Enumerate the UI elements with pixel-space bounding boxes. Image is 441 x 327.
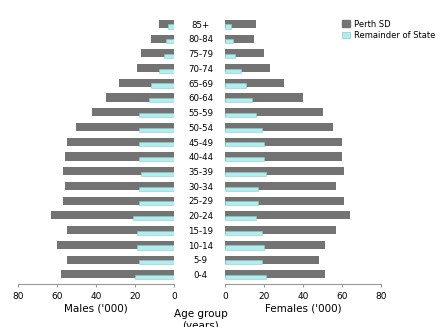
Text: 70-74: 70-74 bbox=[188, 65, 213, 74]
Bar bbox=[225, 255, 319, 264]
Text: 45-49: 45-49 bbox=[188, 139, 213, 147]
Bar bbox=[137, 246, 174, 250]
Bar bbox=[225, 270, 325, 278]
Bar bbox=[225, 69, 241, 73]
Bar bbox=[67, 255, 174, 264]
Bar bbox=[225, 94, 303, 102]
Text: 15-19: 15-19 bbox=[188, 227, 213, 236]
Bar bbox=[159, 20, 174, 28]
Bar bbox=[225, 83, 247, 88]
Bar bbox=[76, 123, 174, 131]
Bar bbox=[61, 270, 174, 278]
Bar bbox=[159, 69, 174, 73]
Text: 50-54: 50-54 bbox=[188, 124, 213, 133]
Bar bbox=[151, 35, 174, 43]
Bar bbox=[225, 167, 344, 175]
Text: 25-29: 25-29 bbox=[188, 198, 213, 206]
Bar bbox=[64, 182, 174, 190]
Bar bbox=[225, 275, 266, 279]
Text: 30-34: 30-34 bbox=[188, 183, 213, 192]
Bar bbox=[137, 64, 174, 72]
Bar bbox=[225, 20, 256, 28]
Bar bbox=[225, 172, 266, 176]
Text: 60-64: 60-64 bbox=[188, 95, 213, 103]
Bar bbox=[225, 39, 233, 43]
Bar bbox=[225, 35, 254, 43]
Bar bbox=[225, 138, 342, 146]
Bar bbox=[137, 231, 174, 235]
Bar bbox=[225, 241, 325, 249]
X-axis label: Males ('000): Males ('000) bbox=[64, 304, 128, 314]
Text: 0-4: 0-4 bbox=[194, 271, 208, 280]
Bar bbox=[225, 113, 256, 117]
Text: 75-79: 75-79 bbox=[188, 50, 213, 59]
Bar bbox=[57, 241, 174, 249]
Bar bbox=[67, 226, 174, 234]
Bar bbox=[139, 260, 174, 264]
Bar bbox=[225, 79, 284, 87]
Bar bbox=[225, 98, 252, 102]
Bar bbox=[164, 54, 174, 58]
Bar bbox=[151, 83, 174, 88]
Bar bbox=[225, 216, 256, 220]
Bar bbox=[63, 167, 174, 175]
Bar bbox=[63, 197, 174, 205]
Bar bbox=[225, 128, 262, 132]
Text: 85+: 85+ bbox=[191, 21, 210, 30]
Bar bbox=[225, 108, 323, 116]
Bar bbox=[225, 54, 235, 58]
Bar bbox=[149, 98, 174, 102]
Bar bbox=[139, 157, 174, 161]
Bar bbox=[67, 138, 174, 146]
Bar bbox=[225, 157, 264, 161]
Bar bbox=[92, 108, 174, 116]
Bar bbox=[225, 123, 333, 131]
Bar bbox=[225, 260, 262, 264]
Text: 35-39: 35-39 bbox=[188, 168, 213, 177]
Bar bbox=[139, 201, 174, 205]
Bar bbox=[166, 39, 174, 43]
Text: 10-14: 10-14 bbox=[188, 242, 213, 251]
Bar bbox=[225, 226, 336, 234]
Bar bbox=[225, 186, 258, 191]
Bar bbox=[141, 172, 174, 176]
Text: 65-69: 65-69 bbox=[188, 79, 213, 89]
X-axis label: Females ('000): Females ('000) bbox=[265, 304, 341, 314]
Bar bbox=[133, 216, 174, 220]
Bar bbox=[225, 25, 231, 28]
Bar bbox=[51, 211, 174, 219]
Bar bbox=[225, 182, 336, 190]
Bar bbox=[225, 49, 264, 57]
Bar bbox=[139, 128, 174, 132]
Bar bbox=[106, 94, 174, 102]
Bar bbox=[141, 49, 174, 57]
Text: 55-59: 55-59 bbox=[188, 109, 213, 118]
Bar bbox=[225, 64, 270, 72]
Bar bbox=[168, 25, 174, 28]
Bar bbox=[135, 275, 174, 279]
Bar bbox=[139, 113, 174, 117]
Text: 5-9: 5-9 bbox=[194, 256, 208, 266]
Bar bbox=[225, 201, 258, 205]
Bar bbox=[225, 211, 350, 219]
Bar bbox=[120, 79, 174, 87]
Text: Age group
(years): Age group (years) bbox=[174, 309, 228, 327]
Bar bbox=[225, 246, 264, 250]
Bar bbox=[225, 231, 262, 235]
Text: 40-44: 40-44 bbox=[188, 153, 213, 162]
Text: 20-24: 20-24 bbox=[188, 212, 213, 221]
Bar bbox=[139, 186, 174, 191]
Bar bbox=[225, 197, 344, 205]
Bar bbox=[64, 152, 174, 161]
Bar bbox=[225, 152, 342, 161]
Bar bbox=[225, 142, 264, 146]
Bar bbox=[139, 142, 174, 146]
Text: 80-84: 80-84 bbox=[188, 35, 213, 44]
Legend: Perth SD, Remainder of State: Perth SD, Remainder of State bbox=[340, 18, 437, 42]
